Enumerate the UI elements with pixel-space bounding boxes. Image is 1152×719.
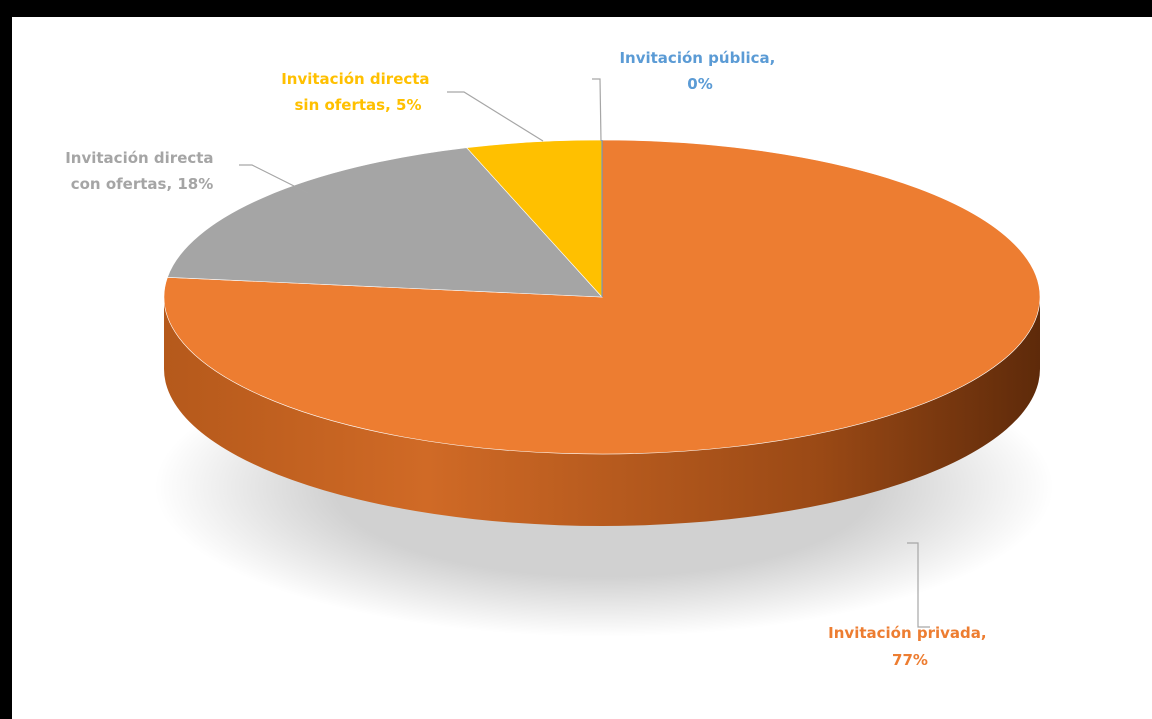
pie-slice-invitacion-directa-con-ofertas	[167, 147, 603, 298]
leader-line-privada	[907, 542, 930, 628]
leader-line-directa-con-ofertas	[239, 164, 309, 194]
pie-chart: Invitación directa con ofertas, 18% Invi…	[65, 49, 1054, 669]
leader-line-publica	[592, 78, 602, 142]
pie-slice-invitacion-privada	[163, 139, 1041, 455]
label-directa-con-ofertas: Invitación directa con ofertas, 18%	[65, 149, 219, 193]
label-publica: Invitación pública, 0%	[619, 49, 780, 93]
chart-area: Invitación directa con ofertas, 18% Invi…	[12, 17, 1152, 719]
label-directa-sin-ofertas: Invitación directa sin ofertas, 5%	[281, 70, 435, 114]
leader-line-directa-sin-ofertas	[447, 91, 544, 142]
label-privada: Invitación privada, 77%	[828, 624, 992, 669]
pie-side-wall	[164, 297, 1040, 526]
